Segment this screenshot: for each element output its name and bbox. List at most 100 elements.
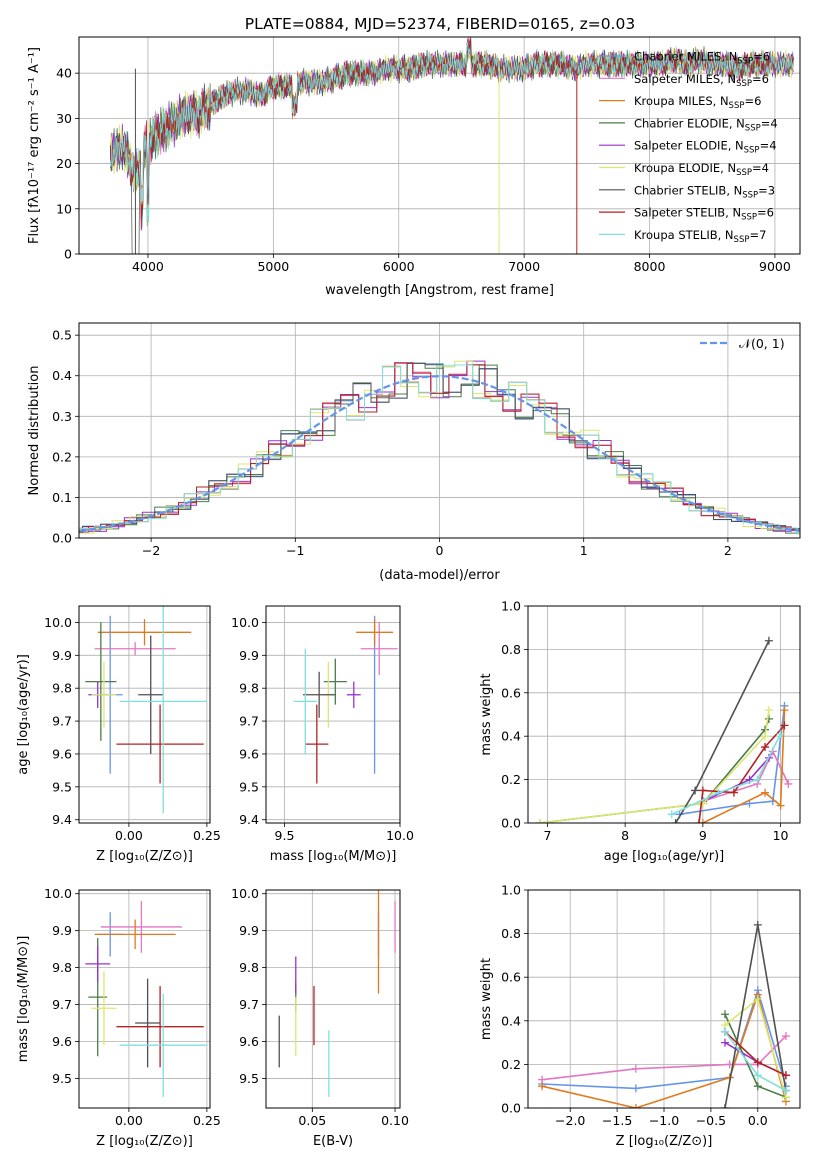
legend-entry: Salpeter STELIB, NSSP=6 [634, 206, 774, 223]
y-tick-label: 20 [56, 156, 72, 171]
mass-weight-marker [631, 1084, 640, 1093]
y-tick-label: 9.8 [239, 960, 259, 975]
mass-weight-marker [784, 779, 793, 788]
mass-weight-marker [753, 1058, 762, 1067]
panel-mass-weight-vs-age: 7 8 9 10 0.0 0.2 0.4 0.6 0.8 1.0 age [log₁₀(age/yr… [479, 599, 801, 864]
axes-frame [265, 889, 401, 1109]
plot-area [535, 636, 793, 823]
histogram-step [79, 360, 800, 534]
y-tick-label: 0.4 [501, 1013, 521, 1028]
y-tick-label: 0.5 [52, 328, 72, 343]
y-tick-label: 0.0 [501, 1101, 521, 1116]
mass-weight-marker [631, 1104, 640, 1108]
panel-residual-histogram: −2 −1 0 1 2 0.0 0.1 0.2 0.3 0.4 0.5 (data-model)/er… [27, 322, 801, 583]
legend-entry: Chabrier STELIB, NSSP=3 [634, 183, 775, 200]
y-tick-label: 9.5 [52, 1071, 72, 1086]
mass-weight-marker [729, 788, 738, 797]
x-tick-label: 2 [724, 543, 732, 558]
normal-curve [79, 375, 800, 532]
mass-weight-marker [761, 788, 770, 797]
axes-frame [265, 605, 401, 824]
legend-entry: Kroupa ELODIE, NSSP=4 [634, 161, 769, 178]
x-tick-label: −2 [142, 543, 160, 558]
y-tick-label: 0.0 [501, 816, 521, 831]
mass-weight-marker [781, 1032, 790, 1041]
axes-frame [78, 36, 801, 255]
x-tick-label: 9 [699, 828, 707, 843]
y-tick-label: 10.0 [231, 615, 259, 630]
y-tick-label: 0.2 [52, 449, 72, 464]
plot-area [79, 360, 800, 535]
legend-entry: Salpeter MILES, NSSP=6 [634, 72, 769, 89]
y-tick-label: 10.0 [231, 886, 259, 901]
y-axis-label: mass weight [479, 958, 494, 1040]
x-axis-label: Z [log₁₀(Z/Z⊙)] [616, 1134, 713, 1149]
mass-weight-marker [720, 1010, 729, 1019]
mass-weight-marker [691, 786, 700, 795]
x-tick-label: 6000 [383, 259, 415, 274]
mass-weight-marker [776, 730, 785, 739]
y-tick-label: 9.4 [52, 812, 72, 827]
x-axis-label: Z [log₁₀(Z/Z⊙)] [96, 849, 193, 864]
axes-frame [78, 889, 211, 1109]
mass-weight-line [702, 710, 786, 823]
mass-weight-marker [761, 732, 770, 741]
x-tick-label: 1 [580, 543, 588, 558]
panel-mass-vs-metallicity: 0.00 0.25 9.5 9.6 9.7 9.8 9.9 10.0 Z [log₁₀(Z/Z⊙… [16, 886, 221, 1149]
legend-entry: Chabrier MILES, NSSP=6 [634, 50, 770, 67]
x-tick-label: 0 [436, 543, 444, 558]
x-tick-label: −1.5 [602, 1113, 632, 1128]
x-axis-label: age [log₁₀(age/yr)] [604, 849, 725, 864]
mass-weight-line [671, 733, 782, 816]
plot-area [278, 890, 396, 1097]
y-axis-label: age [log₁₀(age/yr)] [16, 654, 31, 775]
y-tick-label: 9.7 [239, 714, 259, 729]
x-tick-label: −1 [286, 543, 304, 558]
x-tick-label: 0.00 [115, 828, 143, 843]
y-tick-label: 9.6 [239, 1034, 259, 1049]
y-tick-label: 1.0 [501, 883, 521, 898]
y-tick-label: 0.4 [52, 368, 72, 383]
y-tick-label: 0.1 [52, 490, 72, 505]
x-tick-label: 9000 [759, 259, 791, 274]
spectrum-line [109, 42, 794, 226]
panel-spectrum: 4000 5000 6000 7000 8000 9000 0 10 20 30 40 wavelen… [27, 36, 801, 298]
y-tick-label: 9.7 [52, 714, 72, 729]
x-tick-label: 9.5 [275, 828, 295, 843]
y-tick-label: 0.6 [501, 685, 521, 700]
mass-weight-marker [698, 786, 707, 795]
y-tick-label: 9.9 [239, 648, 259, 663]
mass-weight-marker [753, 920, 762, 929]
y-tick-label: 10.0 [44, 886, 72, 901]
y-tick-label: 9.7 [239, 997, 259, 1012]
y-tick-label: 9.8 [239, 681, 259, 696]
mass-weight-marker [780, 706, 789, 715]
plot-area [293, 615, 398, 784]
y-tick-label: 1.0 [501, 599, 521, 614]
x-axis-label: wavelength [Angstrom, rest frame] [325, 283, 554, 298]
y-tick-label: 9.9 [239, 923, 259, 938]
x-tick-label: 10.0 [386, 828, 414, 843]
mass-weight-marker [720, 1027, 729, 1036]
mass-weight-marker [667, 810, 676, 819]
mass-weight-marker [753, 1071, 762, 1080]
mass-weight-marker [698, 799, 707, 808]
panel-mass-weight-vs-metallicity: −2.0 −1.5 −1.0 −0.5 0.0 0.0 0.2 0.4 0.6 0.8 1.0 Z [… [479, 883, 801, 1149]
y-tick-label: 0.6 [501, 970, 521, 985]
y-tick-label: 9.6 [239, 746, 259, 761]
legend-entry: 𝒩(0, 1) [739, 336, 785, 351]
panel-mass-vs-extinction: 0.05 0.10 9.5 9.6 9.7 9.8 9.9 10.0 E(B-V) [231, 886, 409, 1149]
mass-weight-marker [698, 819, 707, 823]
legend-entry: Chabrier ELODIE, NSSP=4 [634, 116, 778, 133]
x-tick-label: −1.0 [649, 1113, 679, 1128]
y-tick-label: 9.7 [52, 997, 72, 1012]
mass-weight-marker [720, 1038, 729, 1047]
y-tick-label: 9.5 [52, 779, 72, 794]
y-tick-label: 9.9 [52, 923, 72, 938]
x-tick-label: 5000 [257, 259, 289, 274]
legend-entry: Salpeter ELODIE, NSSP=4 [634, 139, 777, 156]
mass-weight-marker [538, 1082, 547, 1091]
y-tick-label: 40 [56, 66, 72, 81]
mass-weight-marker [761, 743, 770, 752]
mass-weight-marker [753, 995, 762, 1003]
